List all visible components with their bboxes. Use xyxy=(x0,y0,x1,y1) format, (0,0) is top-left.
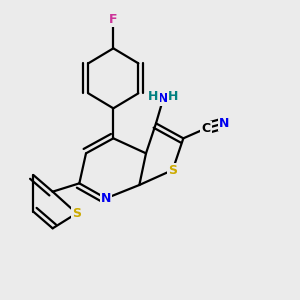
Text: C: C xyxy=(201,122,211,135)
Text: N: N xyxy=(219,117,229,130)
Text: S: S xyxy=(168,164,177,176)
Text: S: S xyxy=(72,207,81,220)
Text: H: H xyxy=(148,90,158,103)
Text: H: H xyxy=(168,90,178,103)
Text: F: F xyxy=(109,13,118,26)
Text: N: N xyxy=(158,92,169,105)
Text: N: N xyxy=(101,192,111,205)
